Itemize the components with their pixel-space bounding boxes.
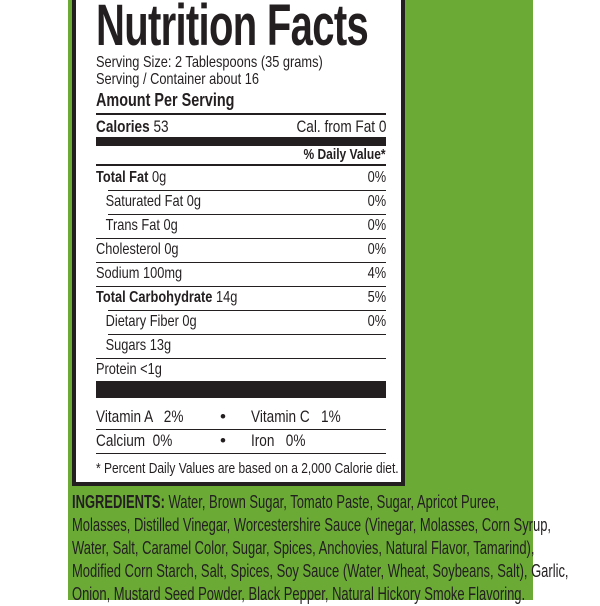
nutrient-name: Dietary Fiber [105, 313, 179, 330]
vitamin-left: Vitamin A 2% [96, 407, 184, 426]
vitamin-right: Iron 0% [251, 431, 306, 450]
divider [96, 358, 386, 359]
nutrient-daily-value: 0% [367, 313, 387, 330]
nutrient-name: Protein [96, 361, 137, 378]
nutrient-daily-value: 4% [367, 265, 387, 282]
thick-divider [96, 381, 386, 398]
vitamin-row: Calcium 0% • Iron 0% [96, 430, 386, 452]
daily-value-header: % Daily Value* [303, 146, 386, 163]
nutrient-name: Cholesterol [96, 241, 161, 258]
nutrient-row: Sugars 13g [96, 335, 386, 357]
nutrient-name: Total Fat [96, 169, 149, 186]
calories-row: Calories 53 Cal. from Fat 0 [96, 116, 386, 137]
nutrient-amount: 13g [149, 337, 172, 354]
nutrient-daily-value: 0% [367, 217, 387, 234]
vitamin-row: Vitamin A 2% • Vitamin C 1% [96, 406, 386, 428]
nutrient-amount: 14g [215, 289, 238, 306]
nutrient-name: Sodium [96, 265, 140, 282]
nutrient-amount: 0g [151, 169, 167, 186]
nutrient-amount: 0g [163, 217, 178, 234]
divider [108, 310, 386, 311]
ingredients-text: Water, Brown Sugar, Tomato Paste, Sugar,… [164, 492, 500, 512]
nutrient-amount: 0g [182, 313, 197, 330]
nutrient-amount: <1g [140, 361, 162, 378]
nutrient-row: Sodium 100mg 4% [96, 263, 386, 285]
nutrient-daily-value: 5% [367, 289, 387, 306]
nutrient-name: Total Carbohydrate [96, 289, 213, 306]
divider [96, 453, 386, 454]
divider [96, 429, 386, 430]
nutrition-facts-label: Nutrition Facts Serving Size: 2 Tablespo… [72, 0, 405, 486]
nutrient-name: Trans Fat [105, 217, 160, 234]
nutrient-row: Dietary Fiber 0g 0% [96, 311, 386, 333]
bullet: • [220, 407, 226, 426]
divider [108, 334, 386, 335]
bullet: • [220, 431, 226, 450]
daily-value-header-row: % Daily Value* [96, 146, 386, 164]
ingredients-line: Modified Corn Starch, Salt, Spices, Soy … [72, 561, 569, 581]
ingredients-heading: INGREDIENTS: [72, 492, 165, 512]
divider [108, 190, 386, 191]
nutrient-name: Sugars [105, 337, 147, 354]
ingredients-line: INGREDIENTS: Water, Brown Sugar, Tomato … [72, 491, 569, 514]
vitamin-right: Vitamin C 1% [251, 407, 341, 426]
nutrient-amount: 100mg [142, 265, 183, 282]
nutrient-daily-value: 0% [367, 193, 387, 210]
nutrient-daily-value: 0% [367, 241, 387, 258]
footnote: * Percent Daily Values are based on a 2,… [96, 460, 399, 477]
vitamin-left: Calcium 0% [96, 431, 173, 450]
divider [96, 262, 386, 263]
nutrient-row: Trans Fat 0g 0% [96, 215, 386, 237]
calories-value: 53 [153, 117, 169, 136]
thick-divider [96, 137, 386, 146]
ingredients-line: Water, Salt, Caramel Color, Sugar, Spice… [72, 538, 535, 558]
divider [96, 164, 386, 166]
divider [96, 113, 386, 115]
ingredients: INGREDIENTS: Water, Brown Sugar, Tomato … [72, 491, 600, 606]
nutrient-daily-value: 0% [367, 169, 387, 186]
nutrient-row: Saturated Fat 0g 0% [96, 191, 386, 213]
servings-per-container: Serving / Container about 16 [96, 71, 259, 88]
ingredients-line: Onion, Mustard Seed Powder, Black Pepper… [72, 584, 526, 604]
cal-from-fat: Cal. from Fat 0 [296, 117, 386, 136]
nutrient-amount: 0g [164, 241, 179, 258]
amount-per-serving: Amount Per Serving [96, 90, 235, 110]
calories-label: Calories [96, 117, 150, 136]
nutrient-row: Total Fat 0g 0% [96, 167, 386, 189]
divider [108, 214, 386, 215]
nutrient-row: Protein <1g [96, 359, 386, 381]
nutrient-name: Saturated Fat [105, 193, 184, 210]
nutrient-amount: 0g [186, 193, 201, 210]
label-title: Nutrition Facts [96, 0, 369, 58]
ingredients-line: Molasses, Distilled Vinegar, Worcestersh… [72, 515, 552, 535]
divider [96, 286, 386, 287]
nutrient-row: Total Carbohydrate 14g 5% [96, 287, 386, 309]
divider [96, 238, 386, 239]
nutrient-row: Cholesterol 0g 0% [96, 239, 386, 261]
serving-size: Serving Size: 2 Tablespoons (35 grams) [96, 54, 323, 71]
serving-info: Serving Size: 2 Tablespoons (35 grams) S… [96, 54, 379, 88]
